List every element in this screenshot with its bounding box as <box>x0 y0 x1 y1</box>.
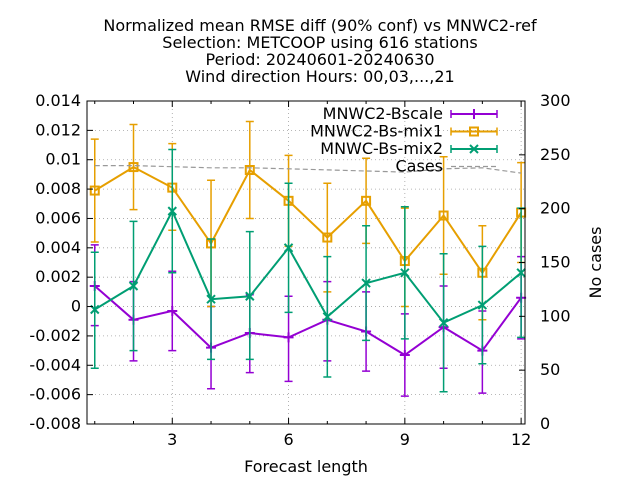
data-point <box>89 185 100 196</box>
data-point <box>361 195 372 206</box>
data-point <box>128 281 139 291</box>
y2-tick-label: 250 <box>540 145 571 164</box>
series-line <box>94 208 522 324</box>
y-tick-label: -0.006 <box>29 385 81 404</box>
y-tick-label: -0.008 <box>29 414 81 433</box>
data-point <box>400 268 410 278</box>
data-point <box>244 165 255 176</box>
y-tick-label: 0.004 <box>35 238 81 257</box>
chart-title: Normalized mean RMSE diff (90% conf) vs … <box>103 16 537 86</box>
title-line: Normalized mean RMSE diff (90% conf) vs … <box>103 16 537 35</box>
grid <box>87 101 525 424</box>
y2-axis-label: No cases <box>586 227 605 299</box>
data-point <box>322 312 333 322</box>
data-point <box>283 243 294 253</box>
y-tick-label: 0.014 <box>35 91 81 110</box>
legend-marker <box>469 109 479 119</box>
series-layer <box>89 120 527 397</box>
y2-tick-label: 150 <box>540 253 571 272</box>
legend-label: MNWC-Bs-mix2 <box>320 139 443 158</box>
title-line: Selection: METCOOP using 616 stations <box>162 33 477 52</box>
x-tick-label: 6 <box>283 430 293 449</box>
legend-errorbar-cap <box>450 127 498 136</box>
data-point <box>206 294 216 304</box>
y-tick-label: 0.006 <box>35 208 81 227</box>
x-tick-label: 3 <box>167 430 177 449</box>
y-tick-label: -0.002 <box>29 326 81 345</box>
y2-tick-label: 100 <box>540 306 571 325</box>
data-point <box>283 332 294 343</box>
x-axis-label: Forecast length <box>244 457 368 476</box>
series-mnwc2-bscale <box>89 244 527 397</box>
data-point <box>438 317 449 328</box>
legend-label: Cases <box>396 157 444 176</box>
y-tick-label: 0.008 <box>35 179 81 198</box>
y2-tick-label: 50 <box>540 360 560 379</box>
data-point <box>167 206 177 216</box>
legend-marker <box>469 126 479 137</box>
data-point <box>128 162 139 173</box>
error-bar <box>245 120 254 220</box>
data-point <box>399 349 410 360</box>
data-point <box>438 210 449 221</box>
axis-ticks: -0.008 -0.006 -0.004 -0.002 0 0.002 0.004 0.006… <box>29 91 570 449</box>
y-tick-label: -0.004 <box>29 355 81 374</box>
series-cases <box>94 165 522 174</box>
series-line <box>94 165 522 275</box>
y2-tick-label: 300 <box>540 91 571 110</box>
legend-marker <box>469 144 479 154</box>
error-bar <box>129 123 138 211</box>
title-line: Wind direction Hours: 00,03,...,21 <box>185 67 454 86</box>
series-mnwc2-bs-mix1 <box>89 120 527 321</box>
data-point <box>245 291 255 301</box>
x-tick-label: 12 <box>511 430 531 449</box>
y-tick-label: 0.012 <box>35 120 81 139</box>
legend: MNWC2-BscaleMNWC2-Bs-mix1MNWC-Bs-mix2Cas… <box>310 104 498 176</box>
legend-label: MNWC2-Bscale <box>323 104 443 123</box>
y-tick-label: 0.01 <box>45 150 81 169</box>
data-point <box>361 278 371 288</box>
data-point <box>516 268 526 278</box>
x-tick-label: 9 <box>400 430 410 449</box>
y2-tick-label: 200 <box>540 199 571 218</box>
legend-label: MNWC2-Bs-mix1 <box>310 122 443 141</box>
error-bar <box>90 138 99 243</box>
series-line <box>94 165 522 174</box>
data-point <box>167 305 178 316</box>
y2-tick-label: 0 <box>540 414 550 433</box>
series-line <box>94 285 522 357</box>
data-point <box>477 300 488 310</box>
title-line: Period: 20240601-20240630 <box>205 50 434 69</box>
series-mnwc-bs-mix2 <box>90 148 526 393</box>
data-point <box>322 232 333 243</box>
legend-errorbar-cap <box>450 110 498 118</box>
y-tick-label: 0.002 <box>35 267 81 286</box>
y-tick-label: 0 <box>71 297 81 316</box>
legend-errorbar-cap <box>450 145 498 153</box>
